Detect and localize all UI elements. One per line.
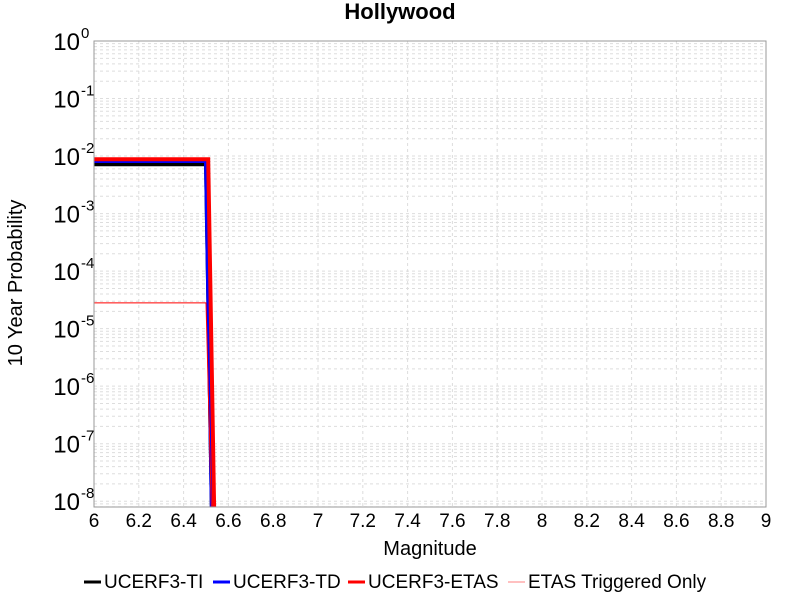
y-tick-base: 10 <box>53 374 80 401</box>
y-tick-base: 10 <box>53 489 80 516</box>
legend: UCERF3-TI UCERF3-TD UCERF3-ETAS ETAS Trigge… <box>84 572 707 593</box>
y-tick-base: 10 <box>53 259 80 286</box>
plot-border <box>93 40 767 508</box>
grid <box>93 41 767 508</box>
y-tick-exponent: -8 <box>81 485 94 502</box>
y-tick-base: 10 <box>53 432 80 459</box>
series-line-ucerf3-etas <box>94 157 217 507</box>
y-tick-base: 10 <box>53 29 80 56</box>
x-tick-label: 7 <box>313 511 324 532</box>
y-tick-exponent: 0 <box>81 25 89 42</box>
x-axis-label: Magnitude <box>383 538 476 560</box>
chart-title: Hollywood <box>344 0 455 24</box>
x-tick-label: 6.6 <box>215 511 241 532</box>
legend-label: UCERF3-TD <box>233 572 341 593</box>
y-tick-exponent: -7 <box>81 428 94 445</box>
x-tick-label: 6.2 <box>126 511 152 532</box>
y-tick-exponent: -1 <box>81 83 94 100</box>
x-tick-label: 7.4 <box>394 511 421 532</box>
x-tick-label: 8.6 <box>663 511 689 532</box>
x-tick-label: 8.4 <box>618 511 645 532</box>
x-tick-label: 7.8 <box>484 511 510 532</box>
series-line-etas-triggered-only <box>94 302 212 507</box>
x-tick-label: 8.2 <box>574 511 600 532</box>
legend-label: ETAS Triggered Only <box>528 572 707 593</box>
y-tick-exponent: -3 <box>81 198 94 215</box>
y-tick-base: 10 <box>53 317 80 344</box>
y-tick-base: 10 <box>53 144 80 171</box>
x-tick-label: 6.8 <box>260 511 286 532</box>
x-tick-label: 8 <box>537 511 548 532</box>
x-tick-label: 8.8 <box>708 511 734 532</box>
x-tick-label: 9 <box>761 511 772 532</box>
y-tick-base: 10 <box>53 202 80 229</box>
y-tick-exponent: -2 <box>81 140 94 157</box>
x-axis: 6 6.2 6.4 6.6 6.8 7 7.2 7.4 7.6 7.8 8 8.2 8.4 8.6 8.8 9 <box>89 511 772 532</box>
y-tick-exponent: -6 <box>81 370 94 387</box>
x-tick-label: 7.2 <box>350 511 376 532</box>
x-tick-label: 7.6 <box>439 511 465 532</box>
y-tick-exponent: -5 <box>81 313 94 330</box>
y-tick-exponent: -4 <box>81 255 94 272</box>
x-tick-label: 6 <box>89 511 100 532</box>
y-tick-base: 10 <box>53 87 80 114</box>
legend-label: UCERF3-TI <box>104 572 203 593</box>
legend-label: UCERF3-ETAS <box>368 572 499 593</box>
series-layer <box>94 157 217 507</box>
x-tick-label: 6.4 <box>170 511 197 532</box>
y-axis-label: 10 Year Probability <box>5 200 27 367</box>
